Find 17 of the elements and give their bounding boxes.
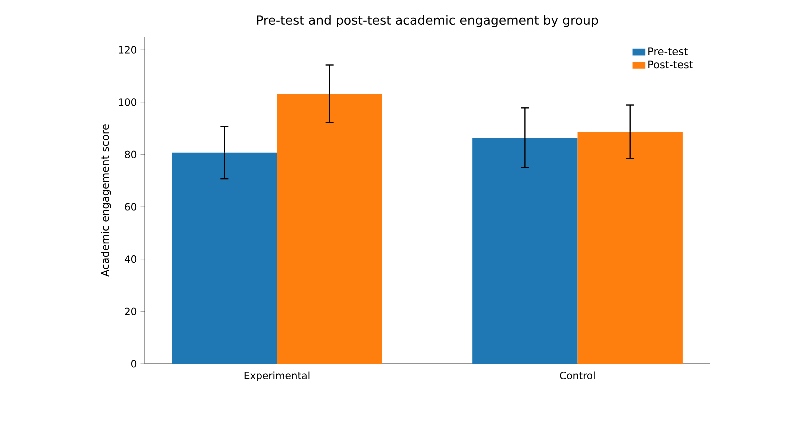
y-tick-label: 120 <box>119 46 137 54</box>
y-tick-label: 40 <box>124 256 137 264</box>
bar <box>472 138 578 364</box>
y-tick-label: 20 <box>125 308 137 316</box>
y-tick-label: 0 <box>132 360 137 368</box>
bar <box>578 132 683 364</box>
legend-label: Post-test <box>648 60 694 69</box>
y-tick-label: 60 <box>125 203 137 211</box>
y-axis-title: Academic engagement score <box>101 124 112 277</box>
y-tick-label: 80 <box>125 150 137 158</box>
y-tick-label: 100 <box>119 98 137 106</box>
bar <box>277 94 382 364</box>
legend-label: Pre-test <box>648 48 688 56</box>
x-tick-label: Control <box>560 372 595 380</box>
chart-title: Pre-test and post-test academic engagement by group <box>257 15 598 28</box>
bar <box>172 152 278 364</box>
x-tick-label: Experimental <box>244 372 310 382</box>
